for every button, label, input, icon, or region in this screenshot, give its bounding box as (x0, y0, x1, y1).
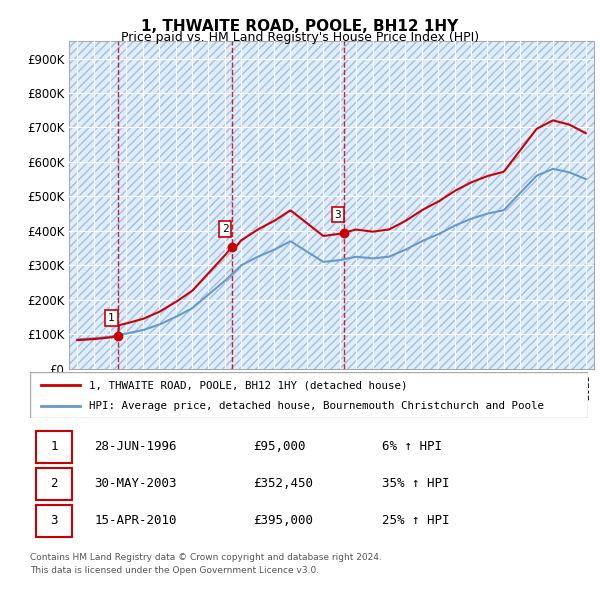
Text: 2: 2 (50, 477, 58, 490)
FancyBboxPatch shape (35, 431, 72, 463)
Text: 1: 1 (50, 440, 58, 453)
Text: 3: 3 (335, 209, 341, 219)
Text: 30-MAY-2003: 30-MAY-2003 (94, 477, 176, 490)
Text: 1, THWAITE ROAD, POOLE, BH12 1HY (detached house): 1, THWAITE ROAD, POOLE, BH12 1HY (detach… (89, 380, 407, 390)
Text: Contains HM Land Registry data © Crown copyright and database right 2024.: Contains HM Land Registry data © Crown c… (30, 553, 382, 562)
Text: HPI: Average price, detached house, Bournemouth Christchurch and Poole: HPI: Average price, detached house, Bour… (89, 401, 544, 411)
Text: 15-APR-2010: 15-APR-2010 (94, 514, 176, 527)
FancyBboxPatch shape (35, 505, 72, 537)
Text: £395,000: £395,000 (253, 514, 313, 527)
Text: 3: 3 (50, 514, 58, 527)
Text: 1, THWAITE ROAD, POOLE, BH12 1HY: 1, THWAITE ROAD, POOLE, BH12 1HY (142, 19, 458, 34)
FancyBboxPatch shape (35, 468, 72, 500)
Text: 25% ↑ HPI: 25% ↑ HPI (382, 514, 449, 527)
FancyBboxPatch shape (30, 372, 588, 418)
Text: 6% ↑ HPI: 6% ↑ HPI (382, 440, 442, 453)
Text: 2: 2 (221, 224, 229, 234)
Text: 1: 1 (108, 313, 115, 323)
Text: £352,450: £352,450 (253, 477, 313, 490)
Text: £95,000: £95,000 (253, 440, 306, 453)
Text: 35% ↑ HPI: 35% ↑ HPI (382, 477, 449, 490)
Text: 28-JUN-1996: 28-JUN-1996 (94, 440, 176, 453)
Text: This data is licensed under the Open Government Licence v3.0.: This data is licensed under the Open Gov… (30, 566, 319, 575)
Text: Price paid vs. HM Land Registry's House Price Index (HPI): Price paid vs. HM Land Registry's House … (121, 31, 479, 44)
